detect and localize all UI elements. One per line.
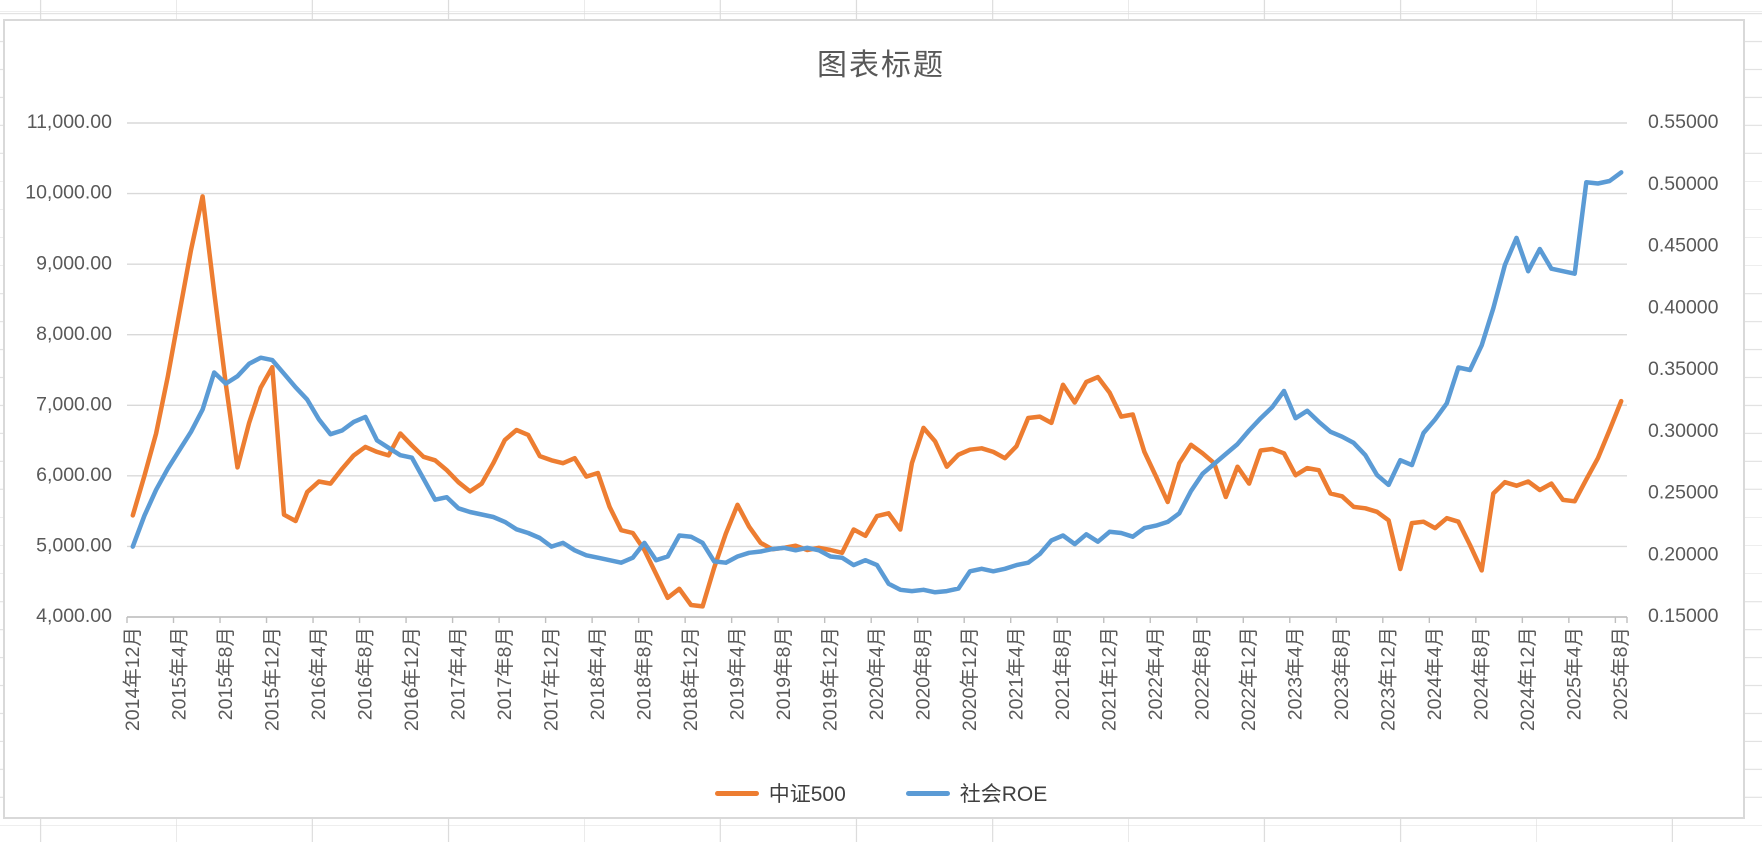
x-axis-label: 2023年4月: [1285, 627, 1307, 720]
x-axis-label: 2016年4月: [308, 627, 330, 720]
legend: 中证500 社会ROE: [0, 778, 1762, 808]
x-axis-label: 2021年8月: [1052, 627, 1074, 720]
x-axis-label: 2022年12月: [1238, 627, 1260, 731]
left-axis-label: 4,000.00: [36, 605, 112, 627]
x-axis-label: 2020年8月: [913, 627, 935, 720]
legend-item-roe[interactable]: 社会ROE: [905, 778, 1048, 808]
x-axis-label: 2019年8月: [773, 627, 795, 720]
right-axis-label: 0.15000: [1648, 605, 1719, 627]
x-axis-label: 2025年8月: [1610, 627, 1632, 720]
x-axis-label: 2018年12月: [680, 627, 702, 731]
right-axis-label: 0.35000: [1648, 358, 1719, 380]
x-axis-label: 2019年12月: [819, 627, 841, 731]
right-axis-label: 0.55000: [1648, 111, 1719, 133]
x-axis-label: 2021年12月: [1099, 627, 1121, 731]
x-axis-label: 2014年12月: [122, 627, 144, 731]
x-axis-label: 2022年8月: [1192, 627, 1214, 720]
x-axis-label: 2023年12月: [1378, 627, 1400, 731]
roe-line-swatch: [905, 790, 950, 796]
csi500-series-line: [130, 194, 1624, 609]
left-axis-label: 9,000.00: [36, 252, 112, 274]
x-axis-label: 2025年4月: [1564, 627, 1586, 720]
legend-item-csi500[interactable]: 中证500: [714, 778, 846, 808]
left-axis-label: 7,000.00: [36, 393, 112, 415]
left-axis-label: 8,000.00: [36, 323, 112, 345]
chart-object-frame[interactable]: [3, 19, 1745, 819]
x-axis-label: 2016年8月: [354, 627, 376, 720]
x-axis-label: 2021年4月: [1006, 627, 1028, 720]
roe-series-line: [130, 170, 1624, 595]
x-axis-label: 2020年12月: [959, 627, 981, 731]
x-axis-label: 2015年8月: [215, 627, 237, 720]
x-axis-label: 2015年12月: [261, 627, 283, 731]
x-axis-label: 2024年8月: [1471, 627, 1493, 720]
left-axis-label: 10,000.00: [25, 182, 112, 204]
csi500-line-swatch: [714, 790, 759, 796]
left-axis-label: 6,000.00: [36, 464, 112, 486]
chart-title[interactable]: 图表标题: [817, 49, 945, 82]
x-axis-label: 2018年8月: [633, 627, 655, 720]
x-axis-label: 2024年4月: [1424, 627, 1446, 720]
right-axis-label: 0.40000: [1648, 296, 1719, 318]
x-axis-label: 2022年4月: [1145, 627, 1167, 720]
right-axis-label: 0.25000: [1648, 482, 1719, 504]
x-axis-label: 2016年12月: [401, 627, 423, 731]
x-axis-label: 2019年4月: [726, 627, 748, 720]
x-axis-label: 2015年4月: [168, 627, 190, 720]
right-axis-label: 0.20000: [1648, 543, 1719, 565]
left-axis-label: 11,000.00: [27, 111, 112, 133]
legend-label-csi500: 中证500: [768, 783, 846, 806]
right-axis-label: 0.30000: [1648, 420, 1719, 442]
x-axis-label: 2024年12月: [1517, 627, 1539, 731]
x-axis-label: 2017年4月: [447, 627, 469, 720]
left-axis-label: 5,000.00: [36, 535, 112, 557]
x-axis-label: 2020年4月: [866, 627, 888, 720]
x-axis-label: 2017年8月: [494, 627, 516, 720]
x-axis-label: 2018年4月: [587, 627, 609, 720]
right-axis-label: 0.45000: [1648, 235, 1719, 257]
legend-label-roe: 社会ROE: [959, 783, 1048, 806]
right-axis-label: 0.50000: [1648, 173, 1719, 195]
x-axis-label: 2023年8月: [1331, 627, 1353, 720]
x-axis-label: 2017年12月: [540, 627, 562, 731]
